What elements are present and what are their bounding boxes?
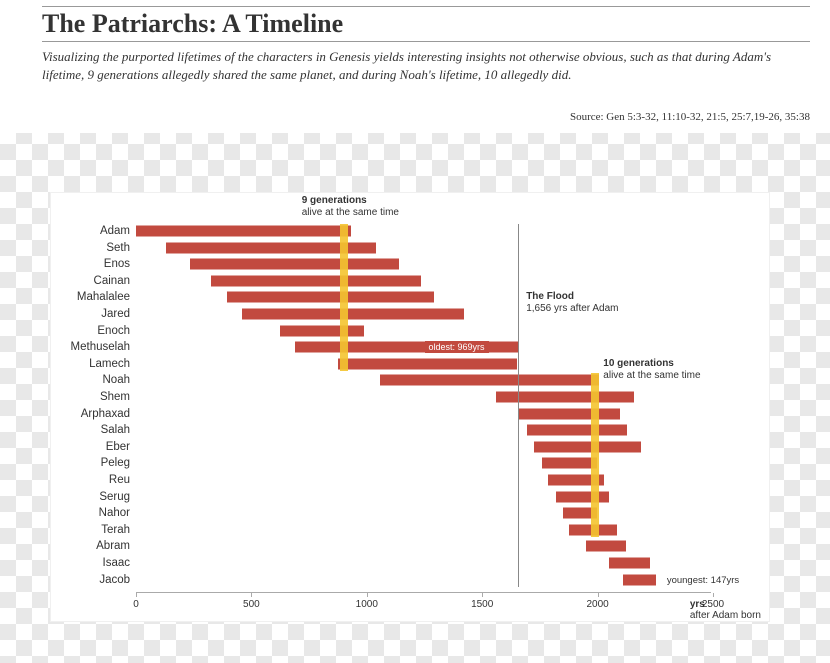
x-tick bbox=[136, 593, 137, 597]
x-tick bbox=[251, 593, 252, 597]
lifetime-bar bbox=[338, 358, 517, 369]
plot-area: 05001000150020002500yrsafter Adam born A… bbox=[136, 223, 711, 593]
flood-label: The Flood1,656 yrs after Adam bbox=[526, 291, 618, 315]
nine-gen-label: 9 generationsalive at the same time bbox=[302, 195, 399, 219]
x-tick-label: 2000 bbox=[586, 599, 608, 610]
row-label: Seth bbox=[106, 242, 130, 254]
lifetime-bar bbox=[556, 491, 609, 502]
lifetime-bar bbox=[227, 292, 434, 303]
lifetime-bar bbox=[534, 441, 641, 452]
lifetime-bar bbox=[609, 558, 651, 569]
lifetime-bar bbox=[242, 309, 464, 320]
row-label: Arphaxad bbox=[81, 408, 130, 420]
lifetime-bar bbox=[586, 541, 626, 552]
lifetime-bar bbox=[280, 325, 364, 336]
ten-gen-label: 10 generationsalive at the same time bbox=[603, 358, 700, 382]
lifetime-bar bbox=[190, 259, 399, 270]
x-axis: 05001000150020002500yrsafter Adam born bbox=[136, 592, 711, 593]
row-label: Terah bbox=[101, 524, 130, 536]
x-tick-label: 0 bbox=[133, 599, 139, 610]
row-label: Isaac bbox=[103, 557, 131, 569]
row-label: Salah bbox=[101, 424, 130, 436]
row-label: Noah bbox=[103, 374, 131, 386]
lifetime-bar bbox=[542, 458, 597, 469]
row-label: Shem bbox=[100, 391, 130, 403]
row-label: Mahalalee bbox=[77, 291, 130, 303]
header: The Patriarchs: A Timeline Visualizing t… bbox=[0, 0, 830, 133]
row-label: Adam bbox=[100, 225, 130, 237]
subtitle: Visualizing the purported lifetimes of t… bbox=[42, 48, 810, 83]
row-label: Serug bbox=[99, 491, 130, 503]
row-label: Nahor bbox=[99, 507, 130, 519]
lifetime-bar bbox=[623, 574, 657, 585]
x-tick-label: 1000 bbox=[356, 599, 378, 610]
row-label: Methuselah bbox=[71, 341, 130, 353]
youngest-tag: youngest: 147yrs bbox=[667, 575, 739, 586]
lifetime-bar bbox=[136, 226, 351, 237]
row-label: Enos bbox=[104, 258, 130, 270]
x-tick bbox=[713, 593, 714, 597]
row-label: Jared bbox=[101, 308, 130, 320]
row-label: Peleg bbox=[101, 457, 130, 469]
lifetime-bar bbox=[519, 408, 620, 419]
flood-line bbox=[518, 224, 519, 587]
x-tick bbox=[367, 593, 368, 597]
lifetime-bar bbox=[211, 275, 421, 286]
x-tick bbox=[482, 593, 483, 597]
x-tick bbox=[598, 593, 599, 597]
source-line: Source: Gen 5:3-32, 11:10-32, 21:5, 25:7… bbox=[42, 111, 810, 123]
ten-gen-band bbox=[591, 373, 599, 536]
lifetime-bar bbox=[527, 425, 627, 436]
x-tick-label: 500 bbox=[243, 599, 260, 610]
row-label: Cainan bbox=[94, 275, 130, 287]
x-axis-unit: yrsafter Adam born bbox=[690, 599, 761, 621]
row-label: Enoch bbox=[97, 325, 130, 337]
row-label: Eber bbox=[106, 441, 130, 453]
row-label: Reu bbox=[109, 474, 130, 486]
x-tick-label: 1500 bbox=[471, 599, 493, 610]
timeline-chart: 05001000150020002500yrsafter Adam born A… bbox=[50, 192, 770, 622]
lifetime-bar bbox=[380, 375, 599, 386]
row-label: Jacob bbox=[99, 574, 130, 586]
row-label: Lamech bbox=[89, 358, 130, 370]
lifetime-bar bbox=[496, 392, 634, 403]
oldest-tag: oldest: 969yrs bbox=[425, 341, 489, 353]
row-label: Abram bbox=[96, 540, 130, 552]
nine-gen-band bbox=[340, 224, 348, 371]
page-title: The Patriarchs: A Timeline bbox=[42, 6, 810, 42]
